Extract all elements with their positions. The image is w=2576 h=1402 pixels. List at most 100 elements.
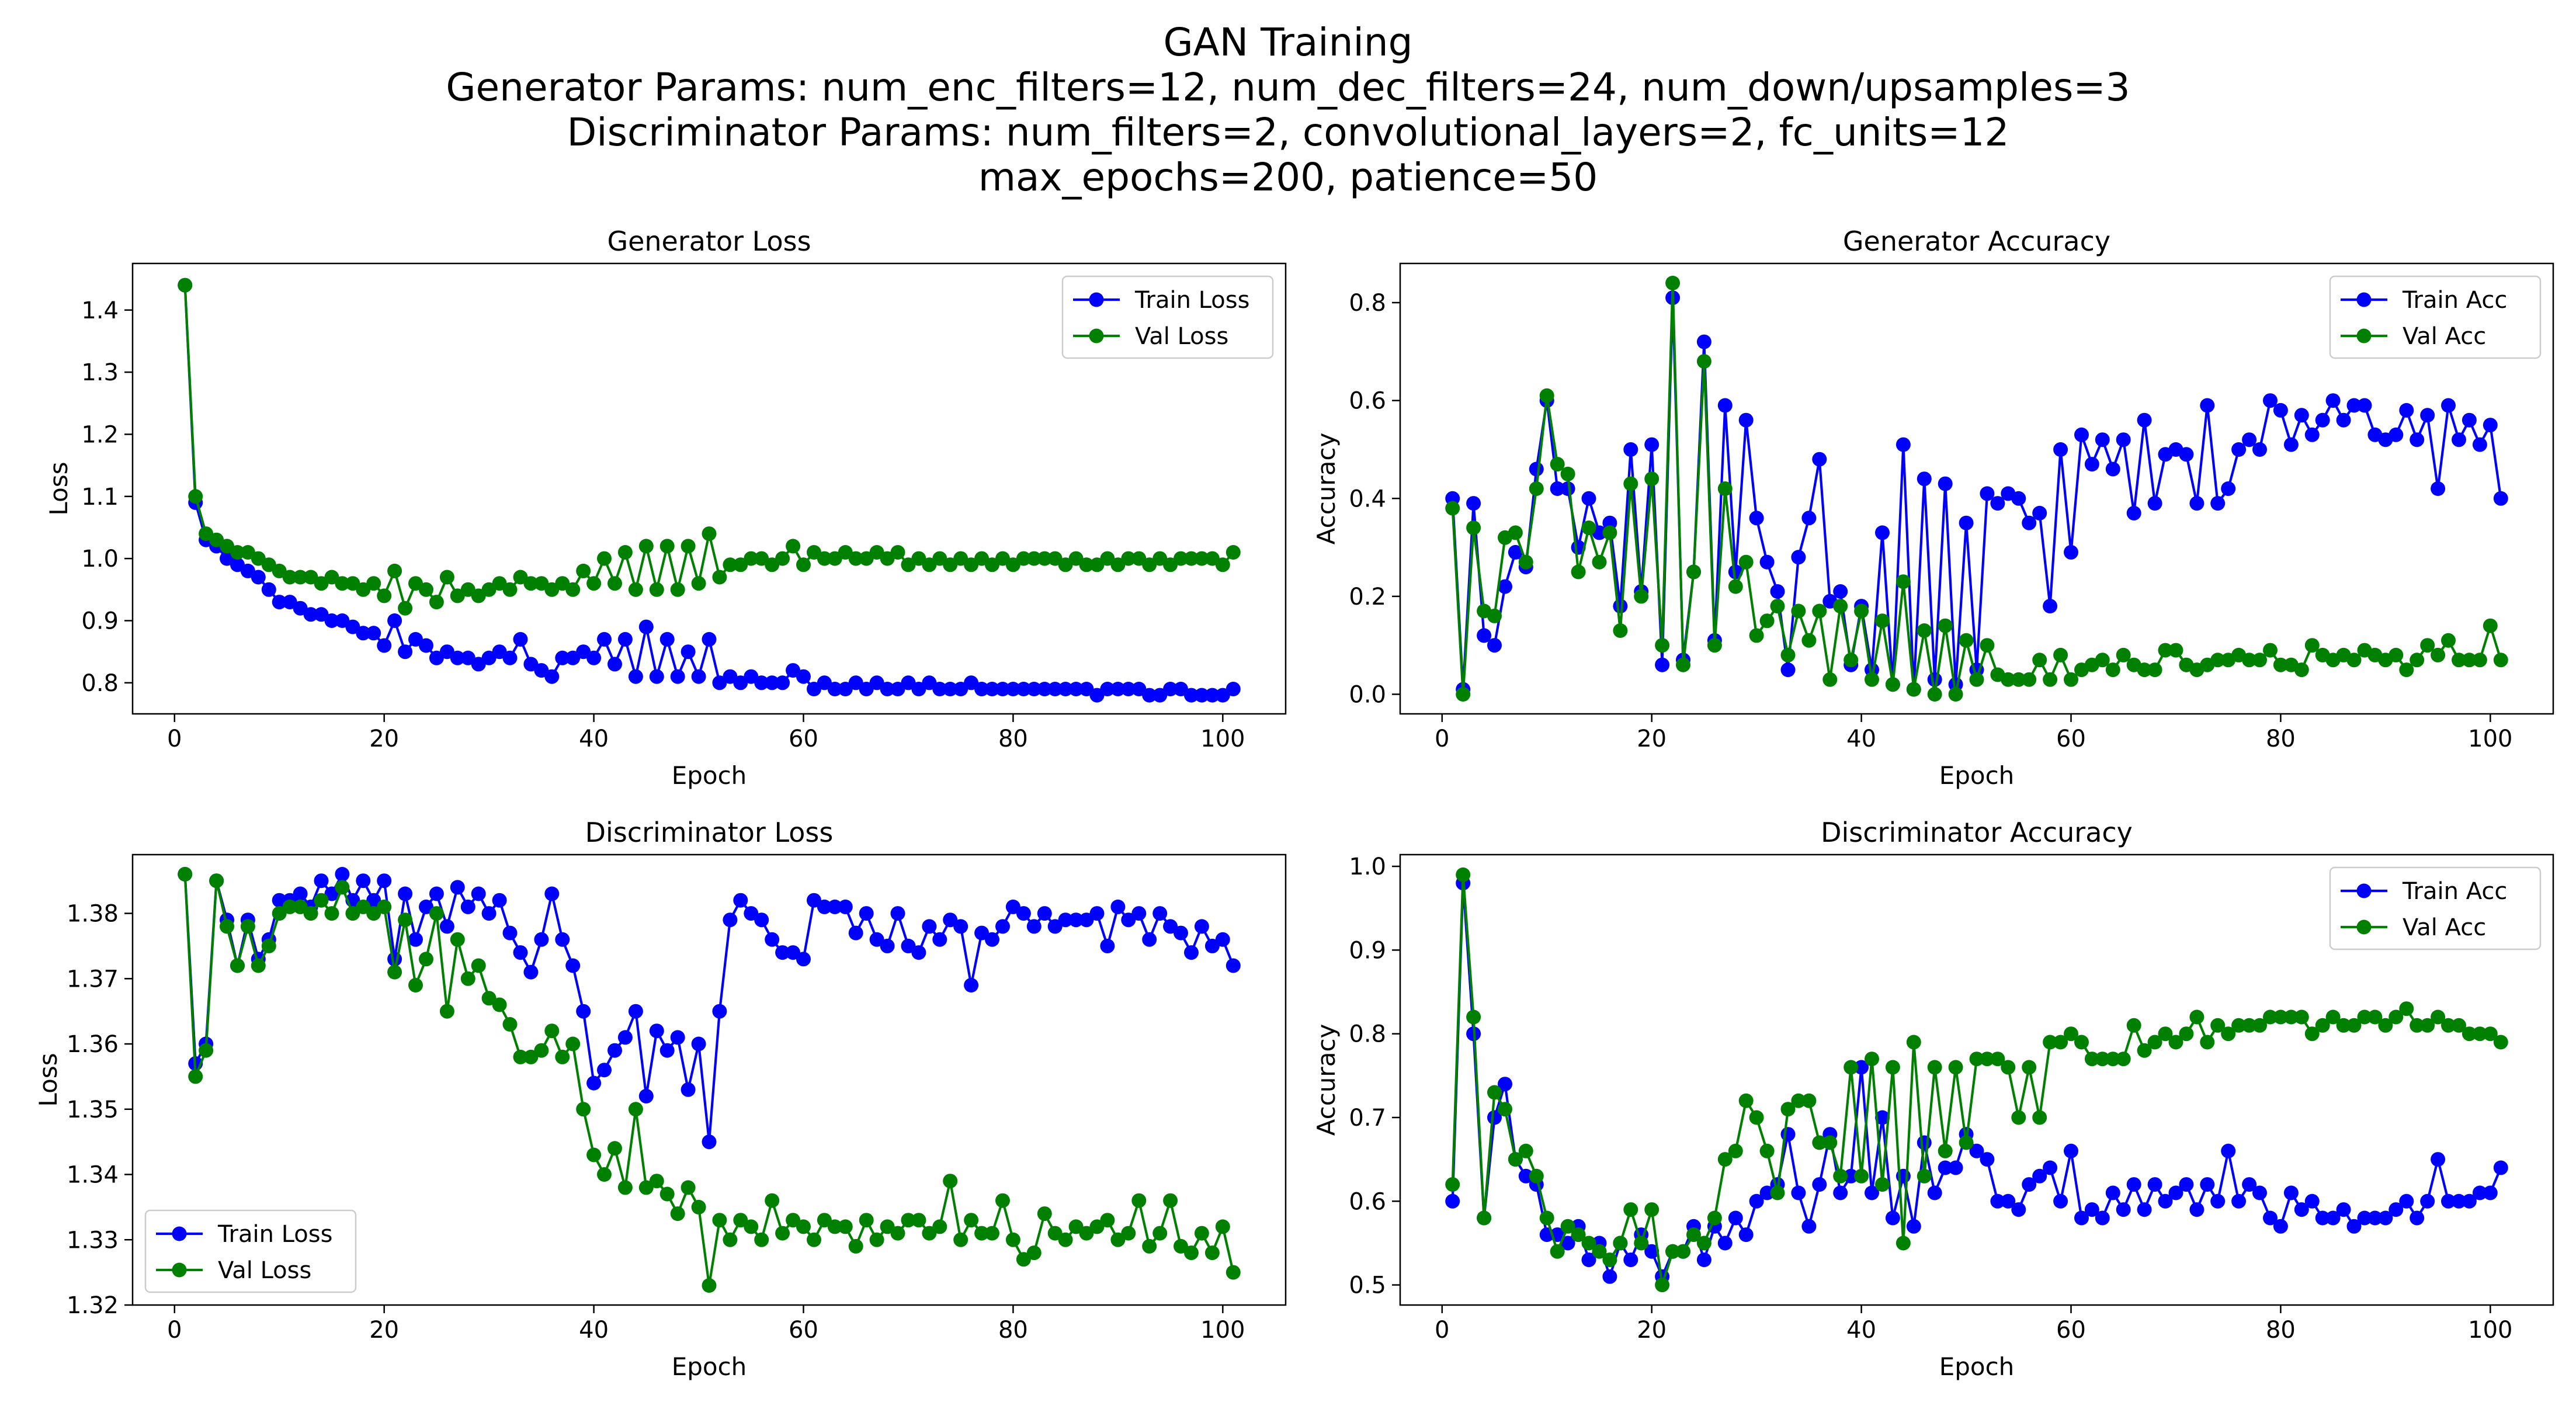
data-point	[1686, 1227, 1701, 1243]
data-point	[2462, 1026, 2477, 1042]
data-point	[817, 899, 832, 914]
data-point	[2095, 1052, 2110, 1067]
data-point	[1969, 1143, 1984, 1158]
generator-loss-chart: Generator Loss 0 20 40 60 80 100 0.8 0.9 1.0 1.1 1.…	[44, 225, 1287, 790]
data-point	[1445, 1177, 1460, 1192]
data-point	[387, 964, 402, 980]
data-point	[2043, 1160, 2058, 1175]
data-point	[2441, 1018, 2456, 1033]
data-point	[964, 978, 979, 992]
data-point	[597, 631, 612, 647]
data-point	[1174, 682, 1188, 696]
data-point	[733, 1213, 748, 1228]
data-point	[1854, 603, 1869, 619]
data-point	[985, 682, 999, 696]
data-point	[974, 925, 990, 941]
data-point	[2325, 393, 2341, 408]
data-point	[2357, 398, 2372, 413]
data-point	[1801, 1093, 1817, 1108]
data-point	[1550, 457, 1565, 472]
data-point	[1906, 1035, 1921, 1050]
data-point	[765, 1193, 780, 1208]
data-point	[1204, 1245, 1220, 1261]
data-point	[2105, 1185, 2120, 1200]
x-tick-label: 80	[2266, 726, 2296, 752]
data-point	[1518, 1168, 1533, 1184]
data-point	[1068, 1219, 1084, 1234]
data-point	[576, 1102, 591, 1117]
data-point	[597, 1167, 612, 1182]
data-point	[1895, 1236, 1911, 1251]
data-point	[1016, 1252, 1031, 1267]
data-point	[932, 682, 947, 696]
data-point	[1047, 682, 1063, 696]
data-point	[1037, 682, 1052, 696]
x-tick-label: 0	[1435, 1317, 1449, 1344]
data-point	[1477, 1210, 1492, 1226]
data-point	[1623, 442, 1638, 457]
data-point	[1707, 1210, 1722, 1226]
data-point	[932, 1219, 947, 1234]
legend-box	[2329, 866, 2542, 950]
data-point	[1005, 682, 1020, 696]
legend-marker	[2356, 883, 2372, 898]
data-point	[649, 1174, 664, 1189]
data-point	[2452, 1193, 2466, 1209]
data-point	[2472, 653, 2487, 668]
data-point	[1623, 1252, 1638, 1268]
y-tick-label: 1.0	[81, 546, 119, 572]
x-tick-label: 40	[1846, 726, 1876, 752]
data-point	[2043, 1035, 2058, 1050]
data-point	[765, 932, 780, 947]
data-point	[2263, 1210, 2278, 1226]
legend-marker	[2356, 919, 2372, 935]
data-point	[1121, 912, 1136, 928]
data-point	[377, 638, 392, 653]
data-point	[1058, 557, 1073, 572]
data-point	[2441, 633, 2456, 648]
data-point	[2357, 1009, 2372, 1025]
data-point	[1163, 1193, 1178, 1208]
y-tick-label: 1.35	[67, 1096, 119, 1123]
data-point	[1717, 481, 1733, 496]
data-point	[1895, 574, 1911, 589]
data-point	[1917, 1135, 1932, 1150]
data-point	[377, 588, 392, 603]
data-point	[702, 526, 717, 542]
data-point	[1152, 1226, 1168, 1241]
data-point	[2147, 1035, 2162, 1050]
data-point	[2147, 496, 2162, 511]
data-point	[1822, 1135, 1838, 1150]
y-tick-label: 0.6	[1349, 1188, 1386, 1215]
x-tick-label: 80	[998, 1317, 1028, 1344]
axes-frame	[1399, 853, 2554, 1306]
data-point	[1990, 1052, 2005, 1067]
data-point	[2032, 653, 2047, 668]
data-point	[2263, 393, 2278, 408]
data-point	[2346, 398, 2362, 413]
data-point	[702, 1134, 717, 1150]
data-point	[2095, 653, 2110, 668]
data-point	[638, 619, 654, 634]
y-tick-label: 0.0	[1349, 681, 1386, 708]
data-point	[1749, 1110, 1764, 1125]
data-point	[1749, 1193, 1764, 1209]
data-point	[335, 613, 350, 628]
data-point	[1780, 1127, 1796, 1142]
data-point	[398, 601, 413, 616]
data-point	[1875, 1110, 1890, 1125]
data-point	[2168, 643, 2183, 658]
data-point	[209, 873, 224, 889]
data-point	[1717, 398, 1733, 413]
data-point	[2367, 1210, 2383, 1226]
legend-label: Train Acc	[2402, 878, 2507, 905]
legend-label: Val Acc	[2403, 914, 2486, 941]
data-point	[2210, 653, 2226, 668]
data-point	[2242, 432, 2257, 447]
data-point	[2410, 1018, 2425, 1033]
data-point	[450, 650, 465, 665]
data-point	[2462, 1193, 2477, 1209]
data-point	[2158, 1026, 2173, 1042]
x-tick-label: 60	[789, 726, 818, 752]
data-point	[2420, 408, 2435, 423]
